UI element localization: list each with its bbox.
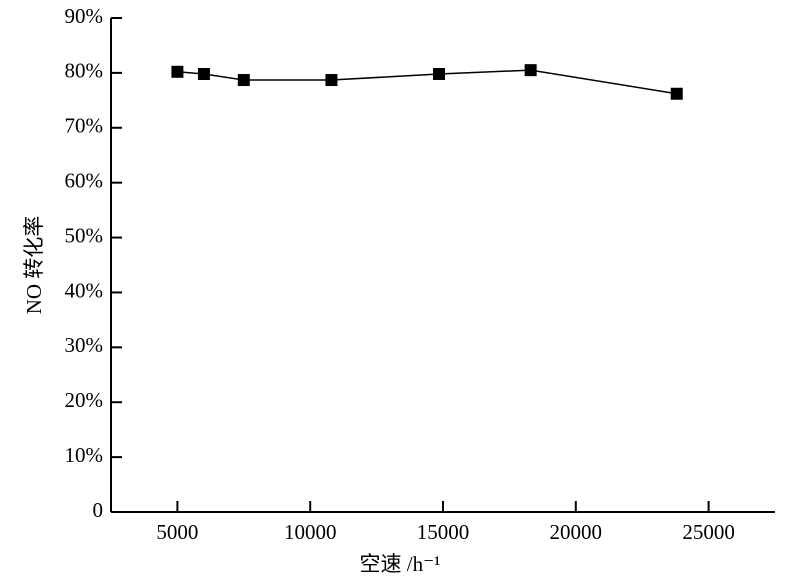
x-tick-label: 25000 xyxy=(682,520,735,544)
data-point xyxy=(325,74,338,87)
x-tick-label: 15000 xyxy=(417,520,470,544)
y-tick-label: 70% xyxy=(65,114,104,138)
data-point xyxy=(171,65,184,78)
y-tick-label: 80% xyxy=(65,59,104,83)
x-tick-label: 20000 xyxy=(550,520,603,544)
data-point xyxy=(433,67,446,80)
data-point xyxy=(524,64,537,77)
y-tick-label: 10% xyxy=(65,443,104,467)
y-axis-label: NO 转化率 xyxy=(22,216,46,315)
y-tick-label: 90% xyxy=(65,4,104,28)
series-line xyxy=(177,69,677,95)
data-point xyxy=(670,87,683,100)
y-tick-label: 20% xyxy=(65,388,104,412)
data-point xyxy=(237,74,250,87)
y-tick-label: 0 xyxy=(93,498,104,522)
x-axis-label: 空速 /h⁻¹ xyxy=(360,552,441,576)
y-tick-label: 50% xyxy=(65,223,104,247)
data-point xyxy=(197,67,210,80)
y-tick-label: 60% xyxy=(65,168,104,192)
x-tick-label: 5000 xyxy=(156,520,198,544)
y-tick-label: 30% xyxy=(65,333,104,357)
y-tick-label: 40% xyxy=(65,278,104,302)
x-tick-label: 10000 xyxy=(284,520,337,544)
